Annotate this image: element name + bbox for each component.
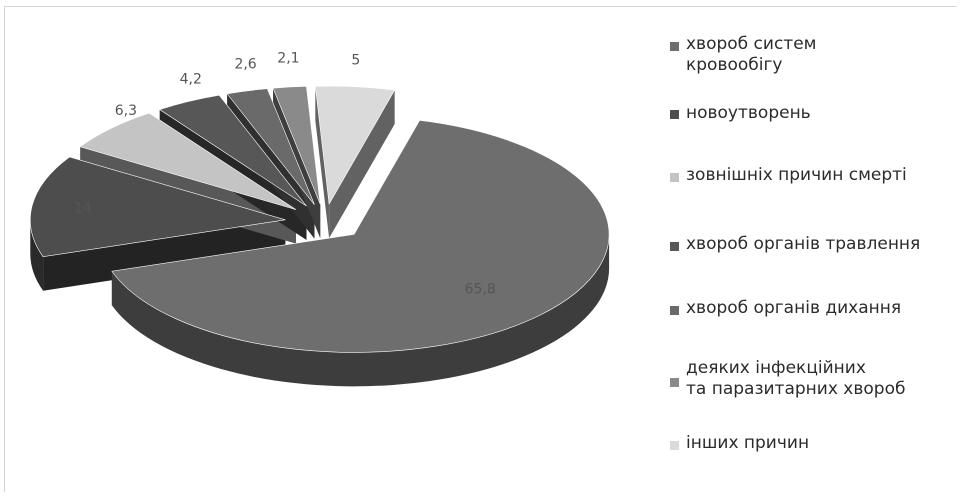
- pie-slice-side-cardiovascular: [111, 234, 610, 387]
- pie-slice-edge-other: [315, 86, 330, 239]
- legend-label: новоутворень: [686, 103, 811, 123]
- legend-label: хвороб органів дихання: [686, 298, 902, 318]
- data-label-digestive: 4,2: [180, 72, 202, 88]
- legend-label: хвороб систем кровообігу: [686, 34, 817, 75]
- pie-slice-digestive: [159, 94, 307, 207]
- pie-slice-edge-other: [329, 90, 395, 239]
- data-label-other: 5: [351, 52, 360, 68]
- chart-frame: [4, 6, 957, 492]
- legend-label: інших причин: [686, 433, 810, 453]
- pie-slice-edge-neoplasms: [43, 219, 286, 291]
- pie-slice-cardiovascular: [111, 119, 610, 353]
- legend-swatch: [670, 378, 679, 387]
- legend-swatch: [670, 242, 679, 251]
- legend-swatch: [670, 441, 679, 450]
- pie-chart: 65,8 14 6,3 4,2 2,6 2,1 5: [30, 50, 610, 387]
- data-label-external-causes: 6,3: [115, 103, 137, 119]
- legend-label: зовнішніх причин смерті: [686, 165, 907, 185]
- data-label-infectious: 2,1: [277, 50, 299, 66]
- legend-swatch: [670, 42, 679, 51]
- legend-label: хвороб органів травлення: [686, 234, 921, 254]
- pie-slice-side-neoplasms: [30, 219, 44, 291]
- data-label-neoplasms: 14: [74, 200, 92, 216]
- legend-swatch: [670, 110, 679, 119]
- legend-swatch: [670, 306, 679, 315]
- legend-label: деяких інфекційних та паразитарних хворо…: [686, 358, 906, 399]
- pie-slice-external-causes: [79, 112, 297, 210]
- data-label-cardiovascular: 65,8: [465, 281, 496, 297]
- pie-slice-other: [314, 85, 396, 206]
- pie-slice-neoplasms: [30, 156, 286, 258]
- legend-swatch: [670, 173, 679, 182]
- data-label-respiratory: 2,6: [234, 57, 256, 73]
- pie-slice-infectious: [272, 85, 321, 205]
- pie-slice-respiratory: [226, 88, 315, 205]
